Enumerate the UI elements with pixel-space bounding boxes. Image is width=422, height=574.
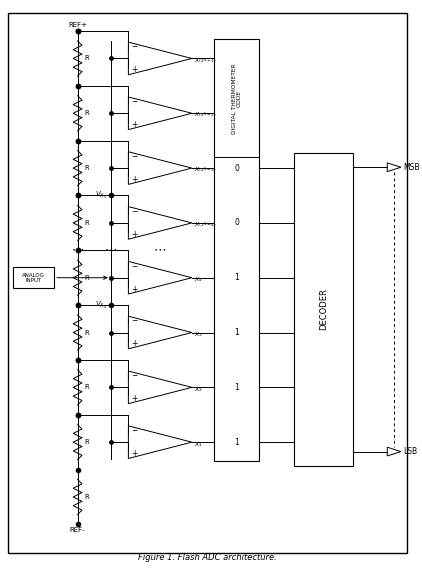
Text: $X_3$: $X_3$ [194,330,203,339]
Text: 1: 1 [235,328,239,337]
Text: +: + [131,449,138,458]
Text: $X_2$: $X_2$ [194,385,203,394]
Text: −: − [131,371,138,381]
Text: R: R [84,110,89,117]
Text: +: + [131,230,138,239]
Text: R: R [84,329,89,336]
Text: −: − [131,42,138,52]
Text: MSB: MSB [403,162,419,172]
Text: $V_{X_5}$: $V_{X_5}$ [95,190,107,201]
Text: R: R [84,220,89,226]
Text: $X_{(2^N-3)}$: $X_{(2^N-3)}$ [194,166,217,174]
Bar [13,267,54,289]
Text: +: + [131,339,138,348]
Text: ⋯: ⋯ [154,244,166,257]
Bar [214,39,259,461]
Text: −: − [131,262,138,271]
Text: +: + [131,175,138,184]
Text: 0: 0 [234,218,239,227]
Text: R: R [84,439,89,445]
Text: −: − [131,426,138,435]
Text: REF-: REF- [70,528,85,533]
Text: 1: 1 [235,273,239,282]
Text: DECODER: DECODER [319,289,328,331]
Text: ⋯: ⋯ [71,244,84,257]
Text: ⋯: ⋯ [105,244,117,257]
Text: −: − [131,98,138,106]
Text: LSB: LSB [403,447,417,456]
Text: $X_1$: $X_1$ [194,440,203,448]
Text: 0: 0 [234,164,239,173]
Text: $X_{(2^N-2)}$: $X_{(2^N-2)}$ [194,111,217,119]
Text: R: R [84,56,89,61]
Text: +: + [131,394,138,404]
Text: $X_4$: $X_4$ [194,275,203,284]
Text: +: + [131,120,138,129]
Text: $X_{(2^N-4)}$: $X_{(2^N-4)}$ [194,221,217,229]
Text: +: + [131,285,138,294]
Text: R: R [84,385,89,390]
Text: −: − [131,152,138,161]
Text: −: − [131,317,138,325]
Text: 1: 1 [235,437,239,447]
Text: −: − [131,207,138,216]
Text: R: R [84,165,89,171]
Text: REF+: REF+ [68,22,87,28]
Text: R: R [84,275,89,281]
Text: Figure 1. Flash ADC architecture.: Figure 1. Flash ADC architecture. [138,553,277,561]
Text: DIGITAL THERMOMETER
CODE: DIGITAL THERMOMETER CODE [232,63,242,134]
Text: $X_{(2^N-1)}$: $X_{(2^N-1)}$ [194,56,217,64]
Bar [295,153,353,466]
Text: 1: 1 [235,383,239,392]
Text: ANALOG
INPUT: ANALOG INPUT [22,273,45,283]
Text: R: R [84,494,89,500]
Text: +: + [131,65,138,75]
Text: $V_{X_4}$: $V_{X_4}$ [95,300,107,311]
